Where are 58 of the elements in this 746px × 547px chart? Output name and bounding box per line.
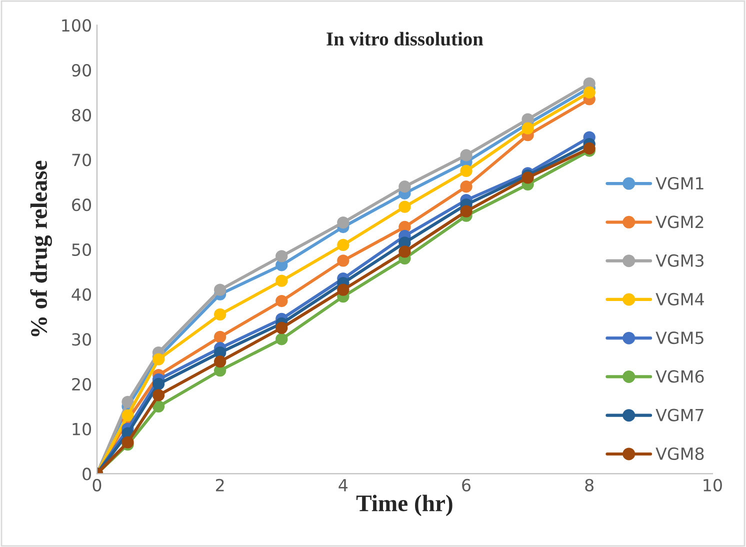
legend-label: VGM5 [656, 332, 704, 344]
point [460, 149, 472, 162]
y-tick-label: 90 [72, 64, 92, 77]
point [152, 389, 165, 402]
point [522, 122, 534, 134]
x-tick-label: 0 [92, 478, 102, 492]
point [152, 400, 165, 412]
legend-label: VGM8 [656, 447, 704, 460]
point [152, 378, 165, 390]
x-tick-label: 6 [462, 478, 471, 492]
x-tick-label: 8 [585, 478, 594, 492]
y-tick-label: 50 [72, 243, 92, 256]
point [276, 274, 288, 287]
y-tick-label: 100 [62, 19, 92, 32]
point [337, 254, 350, 267]
y-tick-label: 30 [72, 333, 92, 346]
legend-label: VGM7 [656, 408, 704, 422]
point [583, 86, 596, 99]
legend-label: VGM4 [656, 292, 704, 306]
point [522, 172, 534, 184]
y-tick-label: 0 [82, 468, 92, 480]
point [398, 200, 411, 213]
point [214, 308, 226, 321]
point [122, 396, 134, 408]
point [398, 246, 411, 258]
y-tick-label: 20 [72, 378, 92, 391]
y-tick-label: 10 [72, 422, 92, 436]
x-axis-title: Time (hr) [356, 494, 452, 516]
point [337, 284, 350, 296]
point [122, 409, 134, 422]
legend-label: VGM3 [656, 254, 704, 267]
y-tick-label: 70 [72, 154, 92, 166]
point [122, 436, 134, 448]
point [337, 238, 350, 252]
x-tick-label: 10 [704, 478, 722, 492]
chart-title: In vitro dissolution [326, 32, 484, 46]
legend-label: VGM6 [656, 370, 704, 383]
point [214, 330, 226, 343]
point [460, 205, 472, 218]
legend-label: VGM2 [656, 216, 704, 228]
point [214, 284, 226, 296]
point [398, 180, 411, 193]
y-tick-label: 40 [72, 288, 92, 301]
point [276, 294, 288, 308]
point [460, 164, 472, 178]
x-tick-label: 4 [338, 479, 348, 492]
point [276, 322, 288, 334]
legend-label: VGM1 [656, 177, 704, 190]
x-tick-label: 2 [216, 478, 224, 492]
y-tick-label: 80 [72, 108, 92, 122]
y-axis-title: % of drug release [30, 160, 52, 336]
point [460, 180, 472, 193]
point [337, 216, 350, 229]
point [214, 355, 226, 368]
point [583, 142, 596, 155]
y-tick-label: 60 [72, 198, 92, 212]
point [276, 333, 288, 346]
point [276, 250, 288, 262]
